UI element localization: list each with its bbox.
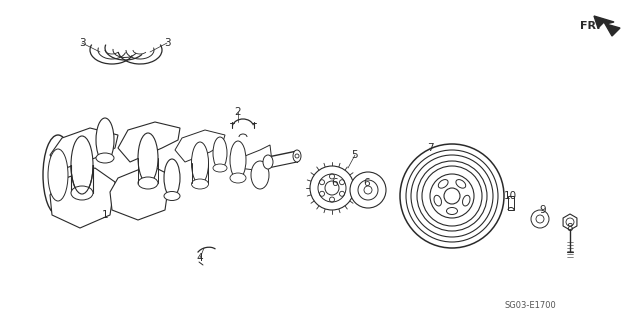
Ellipse shape: [456, 180, 466, 188]
Ellipse shape: [138, 133, 158, 183]
Polygon shape: [175, 130, 225, 162]
Circle shape: [422, 166, 482, 226]
Circle shape: [417, 161, 487, 231]
Text: 5: 5: [352, 150, 358, 160]
Ellipse shape: [191, 179, 209, 189]
Circle shape: [444, 188, 460, 204]
Text: FR.: FR.: [580, 21, 600, 31]
Circle shape: [411, 155, 493, 237]
Text: SG03-E1700: SG03-E1700: [504, 300, 556, 309]
Polygon shape: [508, 196, 514, 210]
Text: 9: 9: [540, 205, 547, 215]
Text: 1: 1: [102, 210, 108, 220]
Polygon shape: [563, 214, 577, 230]
Polygon shape: [594, 16, 620, 36]
Ellipse shape: [191, 142, 209, 184]
Ellipse shape: [96, 118, 114, 162]
Circle shape: [310, 166, 354, 210]
Circle shape: [400, 144, 504, 248]
Ellipse shape: [48, 149, 68, 201]
Circle shape: [531, 210, 549, 228]
Ellipse shape: [43, 135, 73, 215]
Text: 3: 3: [164, 38, 170, 48]
Ellipse shape: [463, 195, 470, 206]
Text: 7: 7: [427, 143, 433, 153]
Ellipse shape: [96, 153, 114, 163]
Text: 6: 6: [332, 178, 339, 188]
Ellipse shape: [251, 161, 269, 189]
Ellipse shape: [263, 155, 273, 169]
Text: 6: 6: [364, 178, 371, 188]
Polygon shape: [110, 165, 170, 220]
Text: 8: 8: [566, 223, 573, 233]
Text: 3: 3: [79, 38, 85, 48]
Polygon shape: [118, 122, 180, 162]
Ellipse shape: [71, 136, 93, 194]
Text: 2: 2: [235, 107, 241, 117]
Circle shape: [430, 174, 474, 218]
Ellipse shape: [164, 191, 180, 201]
Polygon shape: [50, 128, 118, 170]
Ellipse shape: [164, 159, 180, 197]
Ellipse shape: [447, 207, 458, 214]
Ellipse shape: [213, 137, 227, 169]
Text: 10: 10: [504, 191, 516, 201]
Ellipse shape: [230, 141, 246, 179]
Circle shape: [406, 150, 498, 242]
Ellipse shape: [138, 177, 158, 189]
Polygon shape: [50, 168, 115, 228]
Ellipse shape: [230, 173, 246, 183]
Ellipse shape: [434, 195, 442, 206]
Circle shape: [358, 180, 378, 200]
Circle shape: [318, 174, 346, 202]
Ellipse shape: [213, 164, 227, 172]
Circle shape: [350, 172, 386, 208]
Polygon shape: [238, 145, 272, 170]
Ellipse shape: [438, 180, 448, 188]
Ellipse shape: [71, 186, 93, 200]
Ellipse shape: [293, 150, 301, 162]
Text: 4: 4: [196, 253, 204, 263]
